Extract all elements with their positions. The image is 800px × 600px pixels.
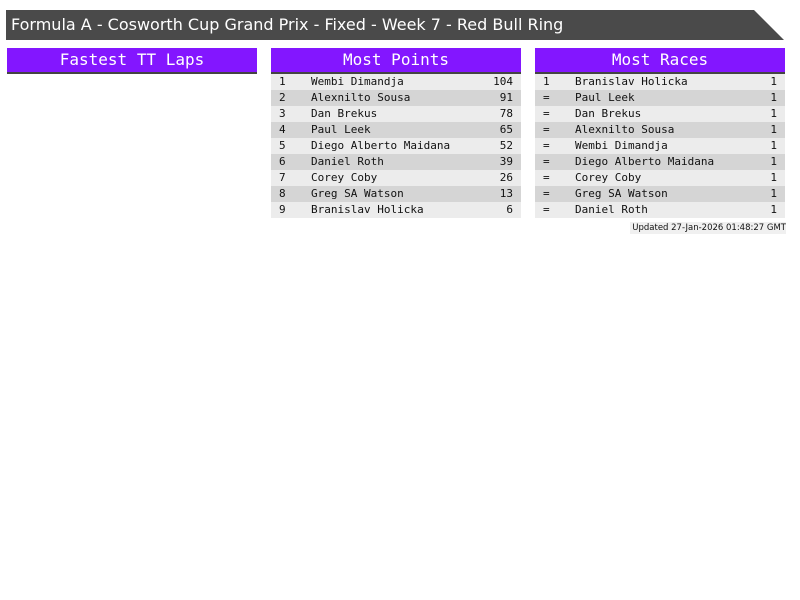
- position-cell: 1: [279, 75, 286, 88]
- driver-name-cell: Alexnilto Sousa: [311, 91, 411, 104]
- position-cell: =: [543, 171, 550, 184]
- position-cell: 2: [279, 91, 286, 104]
- panel-header: Most Points: [271, 48, 521, 74]
- position-cell: 6: [279, 155, 286, 168]
- value-cell: 1: [770, 187, 777, 200]
- table-row: = Diego Alberto Maidana 1: [535, 154, 785, 170]
- driver-name-cell: Branislav Holicka: [575, 75, 688, 88]
- position-cell: =: [543, 107, 550, 120]
- driver-name-cell: Alexnilto Sousa: [575, 123, 675, 136]
- driver-name-cell: Branislav Holicka: [311, 203, 424, 216]
- position-cell: =: [543, 139, 550, 152]
- driver-name-cell: Dan Brekus: [311, 107, 378, 120]
- updated-timestamp: Updated 27-Jan-2026 01:48:27 GMT: [630, 222, 786, 234]
- table-row: = Corey Coby 1: [535, 170, 785, 186]
- table-row: 7 Corey Coby 26: [271, 170, 521, 186]
- value-cell: 52: [499, 139, 513, 152]
- driver-name-cell: Dan Brekus: [575, 107, 642, 120]
- position-cell: =: [543, 203, 550, 216]
- position-cell: =: [543, 123, 550, 136]
- most-races-panel: Most Races 1 Branislav Holicka 1 = Paul Leek…: [535, 48, 785, 218]
- driver-name-cell: Wembi Dimandja: [575, 139, 668, 152]
- page-title: Formula A - Cosworth Cup Grand Prix - Fi…: [6, 10, 784, 40]
- driver-name-cell: Greg SA Watson: [575, 187, 668, 200]
- table-row: 5 Diego Alberto Maidana 52: [271, 138, 521, 154]
- value-cell: 1: [770, 91, 777, 104]
- position-cell: =: [543, 155, 550, 168]
- value-cell: 1: [770, 203, 777, 216]
- position-cell: =: [543, 187, 550, 200]
- table-row: = Dan Brekus 1: [535, 106, 785, 122]
- table-row: 9 Branislav Holicka 6: [271, 202, 521, 218]
- value-cell: 1: [770, 75, 777, 88]
- table-row: = Wembi Dimandja 1: [535, 138, 785, 154]
- position-cell: 4: [279, 123, 286, 136]
- driver-name-cell: Paul Leek: [311, 123, 371, 136]
- value-cell: 1: [770, 107, 777, 120]
- table-row: = Alexnilto Sousa 1: [535, 122, 785, 138]
- value-cell: 91: [499, 91, 513, 104]
- position-cell: =: [543, 91, 550, 104]
- table-row: 2 Alexnilto Sousa 91: [271, 90, 521, 106]
- position-cell: 1: [543, 75, 550, 88]
- driver-name-cell: Greg SA Watson: [311, 187, 404, 200]
- position-cell: 9: [279, 203, 286, 216]
- position-cell: 8: [279, 187, 286, 200]
- position-cell: 5: [279, 139, 286, 152]
- table-row: = Paul Leek 1: [535, 90, 785, 106]
- value-cell: 26: [499, 171, 513, 184]
- table-row: 1 Wembi Dimandja 104: [271, 74, 521, 90]
- value-cell: 1: [770, 155, 777, 168]
- panel-header: Fastest TT Laps: [7, 48, 257, 74]
- driver-name-cell: Diego Alberto Maidana: [311, 139, 451, 152]
- table-row: = Greg SA Watson 1: [535, 186, 785, 202]
- table-row: 4 Paul Leek 65: [271, 122, 521, 138]
- driver-name-cell: Daniel Roth: [311, 155, 384, 168]
- value-cell: 13: [499, 187, 513, 200]
- table-row: 8 Greg SA Watson 13: [271, 186, 521, 202]
- value-cell: 39: [499, 155, 513, 168]
- value-cell: 1: [770, 171, 777, 184]
- driver-name-cell: Paul Leek: [575, 91, 635, 104]
- most-points-panel: Most Points 1 Wembi Dimandja 104 2 Alexnilto…: [271, 48, 521, 218]
- table-row: 6 Daniel Roth 39: [271, 154, 521, 170]
- driver-name-cell: Corey Coby: [575, 171, 642, 184]
- value-cell: 6: [506, 203, 513, 216]
- position-cell: 7: [279, 171, 286, 184]
- value-cell: 1: [770, 139, 777, 152]
- panel-header: Most Races: [535, 48, 785, 74]
- value-cell: 78: [499, 107, 513, 120]
- value-cell: 1: [770, 123, 777, 136]
- value-cell: 65: [499, 123, 513, 136]
- table-row: 1 Branislav Holicka 1: [535, 74, 785, 90]
- driver-name-cell: Corey Coby: [311, 171, 378, 184]
- value-cell: 104: [493, 75, 513, 88]
- driver-name-cell: Daniel Roth: [575, 203, 648, 216]
- driver-name-cell: Wembi Dimandja: [311, 75, 404, 88]
- fastest-tt-laps-panel: Fastest TT Laps: [7, 48, 257, 74]
- position-cell: 3: [279, 107, 286, 120]
- table-row: = Daniel Roth 1: [535, 202, 785, 218]
- driver-name-cell: Diego Alberto Maidana: [575, 155, 715, 168]
- table-row: 3 Dan Brekus 78: [271, 106, 521, 122]
